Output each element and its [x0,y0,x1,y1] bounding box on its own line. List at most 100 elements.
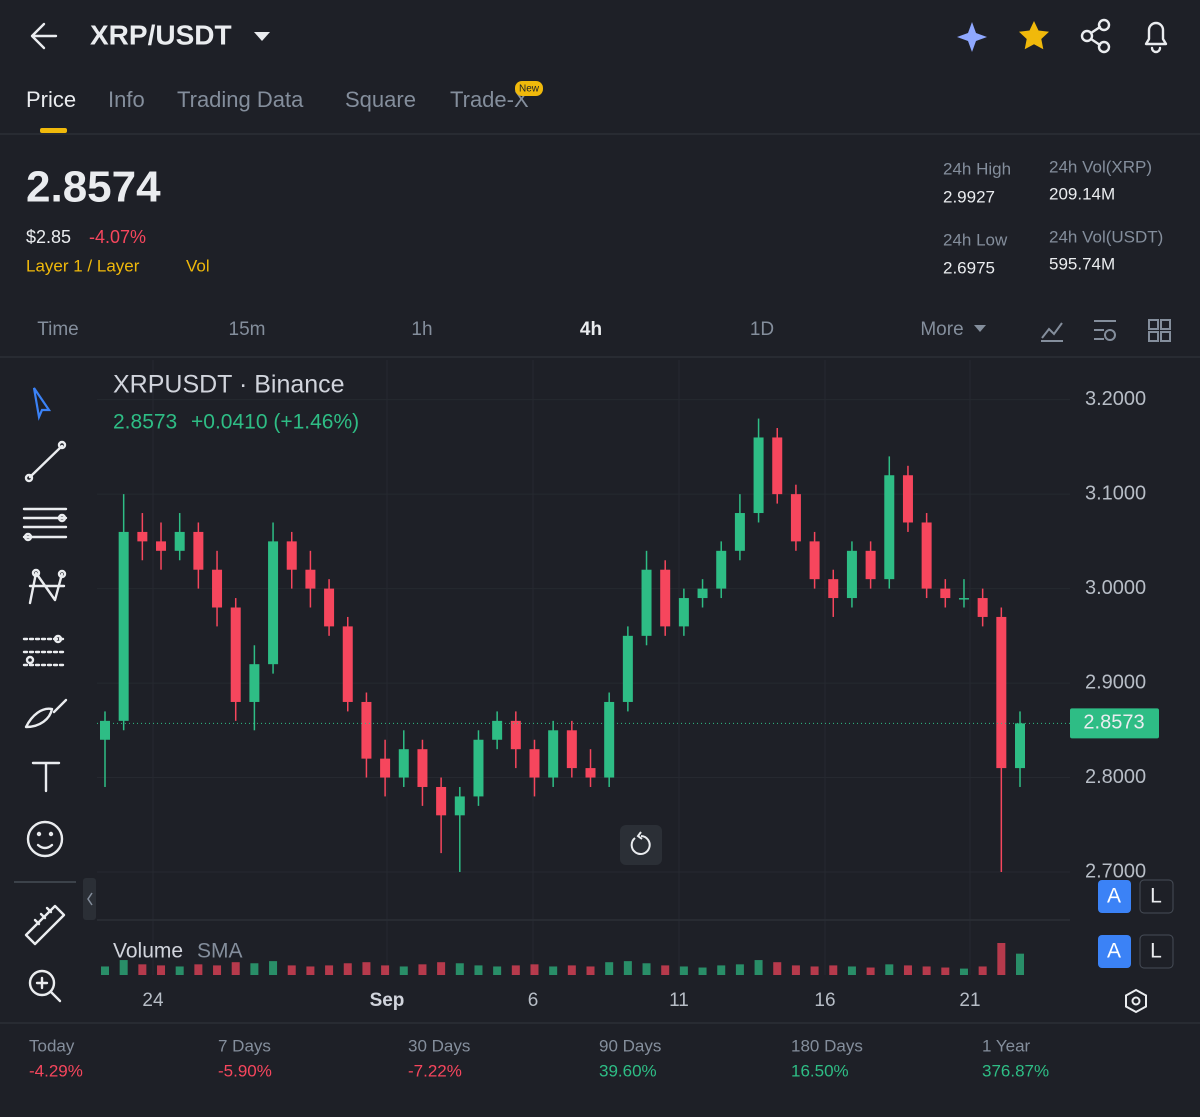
log-scale-label: L [1150,940,1162,963]
text-tool[interactable] [31,761,61,793]
tab[interactable]: Trading Data [177,87,304,112]
ruler-tool[interactable] [24,904,66,946]
candle-body [1015,723,1025,769]
cursor-tool[interactable] [32,387,52,421]
volume-bar [511,965,520,975]
candle-body [436,786,447,816]
y-tick-label: 2.9000 [1085,671,1146,693]
back-button[interactable] [30,22,58,50]
volume-bar [306,966,315,975]
more-dropdown[interactable] [974,325,986,332]
share-icon[interactable] [1080,18,1111,54]
line-tool[interactable] [24,440,67,483]
candle-body [846,550,857,599]
candle-body [249,664,260,702]
chart-title: XRPUSDT · Binance [113,371,345,399]
candle-body [417,749,428,787]
candle-body [454,796,465,816]
auto-scale-label: A [1107,940,1121,963]
reset-button[interactable] [620,825,662,865]
collapse-toolbar[interactable] [83,878,96,920]
stat-value: 2.9927 [943,187,995,206]
volume-bar [567,965,576,975]
period-label: Today [29,1036,75,1055]
active-tab-indicator [40,128,67,133]
stat-value: 2.6975 [943,258,995,277]
candle-body [641,569,652,636]
volume-bar [437,962,446,975]
candle-body [492,720,503,740]
volume-bar [250,963,259,975]
legend-change: +0.0410 (+1.46%) [191,411,359,434]
candle-body [548,730,559,778]
log-scale-button[interactable] [1139,934,1174,969]
candle-body [772,437,783,495]
pattern-tool[interactable] [28,568,67,605]
auto-scale-button[interactable] [1098,935,1131,968]
brush-tool[interactable] [24,698,68,729]
volume-bar [101,966,109,975]
period-change: -4.29% [29,1061,83,1080]
candle-body [940,588,951,599]
interval[interactable]: Time [37,319,79,340]
interval[interactable]: 1D [750,319,774,340]
volume-bar [586,966,595,975]
candle-body [230,607,241,702]
volume-bar [997,943,1006,975]
favorite-icon[interactable] [1018,21,1049,50]
tab[interactable]: Square [345,87,416,112]
interval[interactable]: 15m [229,319,266,340]
interval[interactable]: 1h [411,319,432,340]
y-tick-label: 2.8000 [1085,766,1146,788]
volume-bar [474,965,483,975]
candle-body [902,475,913,523]
alert-icon[interactable] [1144,21,1168,54]
last-price: 2.8574 [26,163,161,212]
last-price-label: 2.8573 [1083,712,1144,734]
price-change: -4.07% [89,227,146,247]
period-label: 180 Days [791,1036,863,1055]
zoom-tool[interactable] [28,969,62,1003]
tag[interactable]: Layer 1 / Layer [26,256,140,275]
layout-icon[interactable] [1148,319,1171,342]
auto-scale-button[interactable] [1098,880,1131,913]
pair-title[interactable]: XRP/USDT [90,19,232,50]
y-tick-label: 3.2000 [1085,388,1146,410]
emoji-tool[interactable] [26,820,64,858]
y-tick-label: 3.0000 [1085,577,1146,599]
ai-icon[interactable] [957,22,987,52]
interval[interactable]: 4h [580,319,602,340]
settings-icon[interactable] [1094,320,1116,341]
volume-bar [679,966,688,975]
collapse-arrow [87,892,93,906]
chart-settings[interactable] [1125,988,1147,1014]
stat-label: 24h High [943,159,1011,178]
last-price-box [1070,708,1159,739]
candle-body [958,598,969,600]
fib-tool[interactable] [22,507,68,542]
tab[interactable]: Info [108,87,145,112]
candle-body [398,749,409,778]
indicator-icon[interactable] [1041,322,1063,342]
volume-bar [362,962,371,975]
tab[interactable]: Price [26,87,76,112]
volume-bar [717,965,726,975]
x-tick-label: 11 [669,990,689,1011]
pair-dropdown[interactable] [254,32,270,41]
candle-body [921,522,932,589]
candle-body [697,588,708,599]
period-label: 1 Year [982,1036,1031,1055]
tag[interactable]: Vol [186,256,210,275]
candle-body [996,616,1007,769]
volume-bar [754,960,763,975]
prediction-tool[interactable] [22,634,68,667]
legend-close: 2.8573 [113,411,177,434]
x-tick-label: 16 [814,990,835,1011]
interval[interactable]: More [920,319,963,340]
log-scale-button[interactable] [1139,879,1174,914]
period-change: 376.87% [982,1061,1049,1080]
volume-bar [829,965,838,975]
volume-bar [642,963,651,975]
candle-body [100,720,110,740]
x-tick-label: 21 [959,990,980,1011]
